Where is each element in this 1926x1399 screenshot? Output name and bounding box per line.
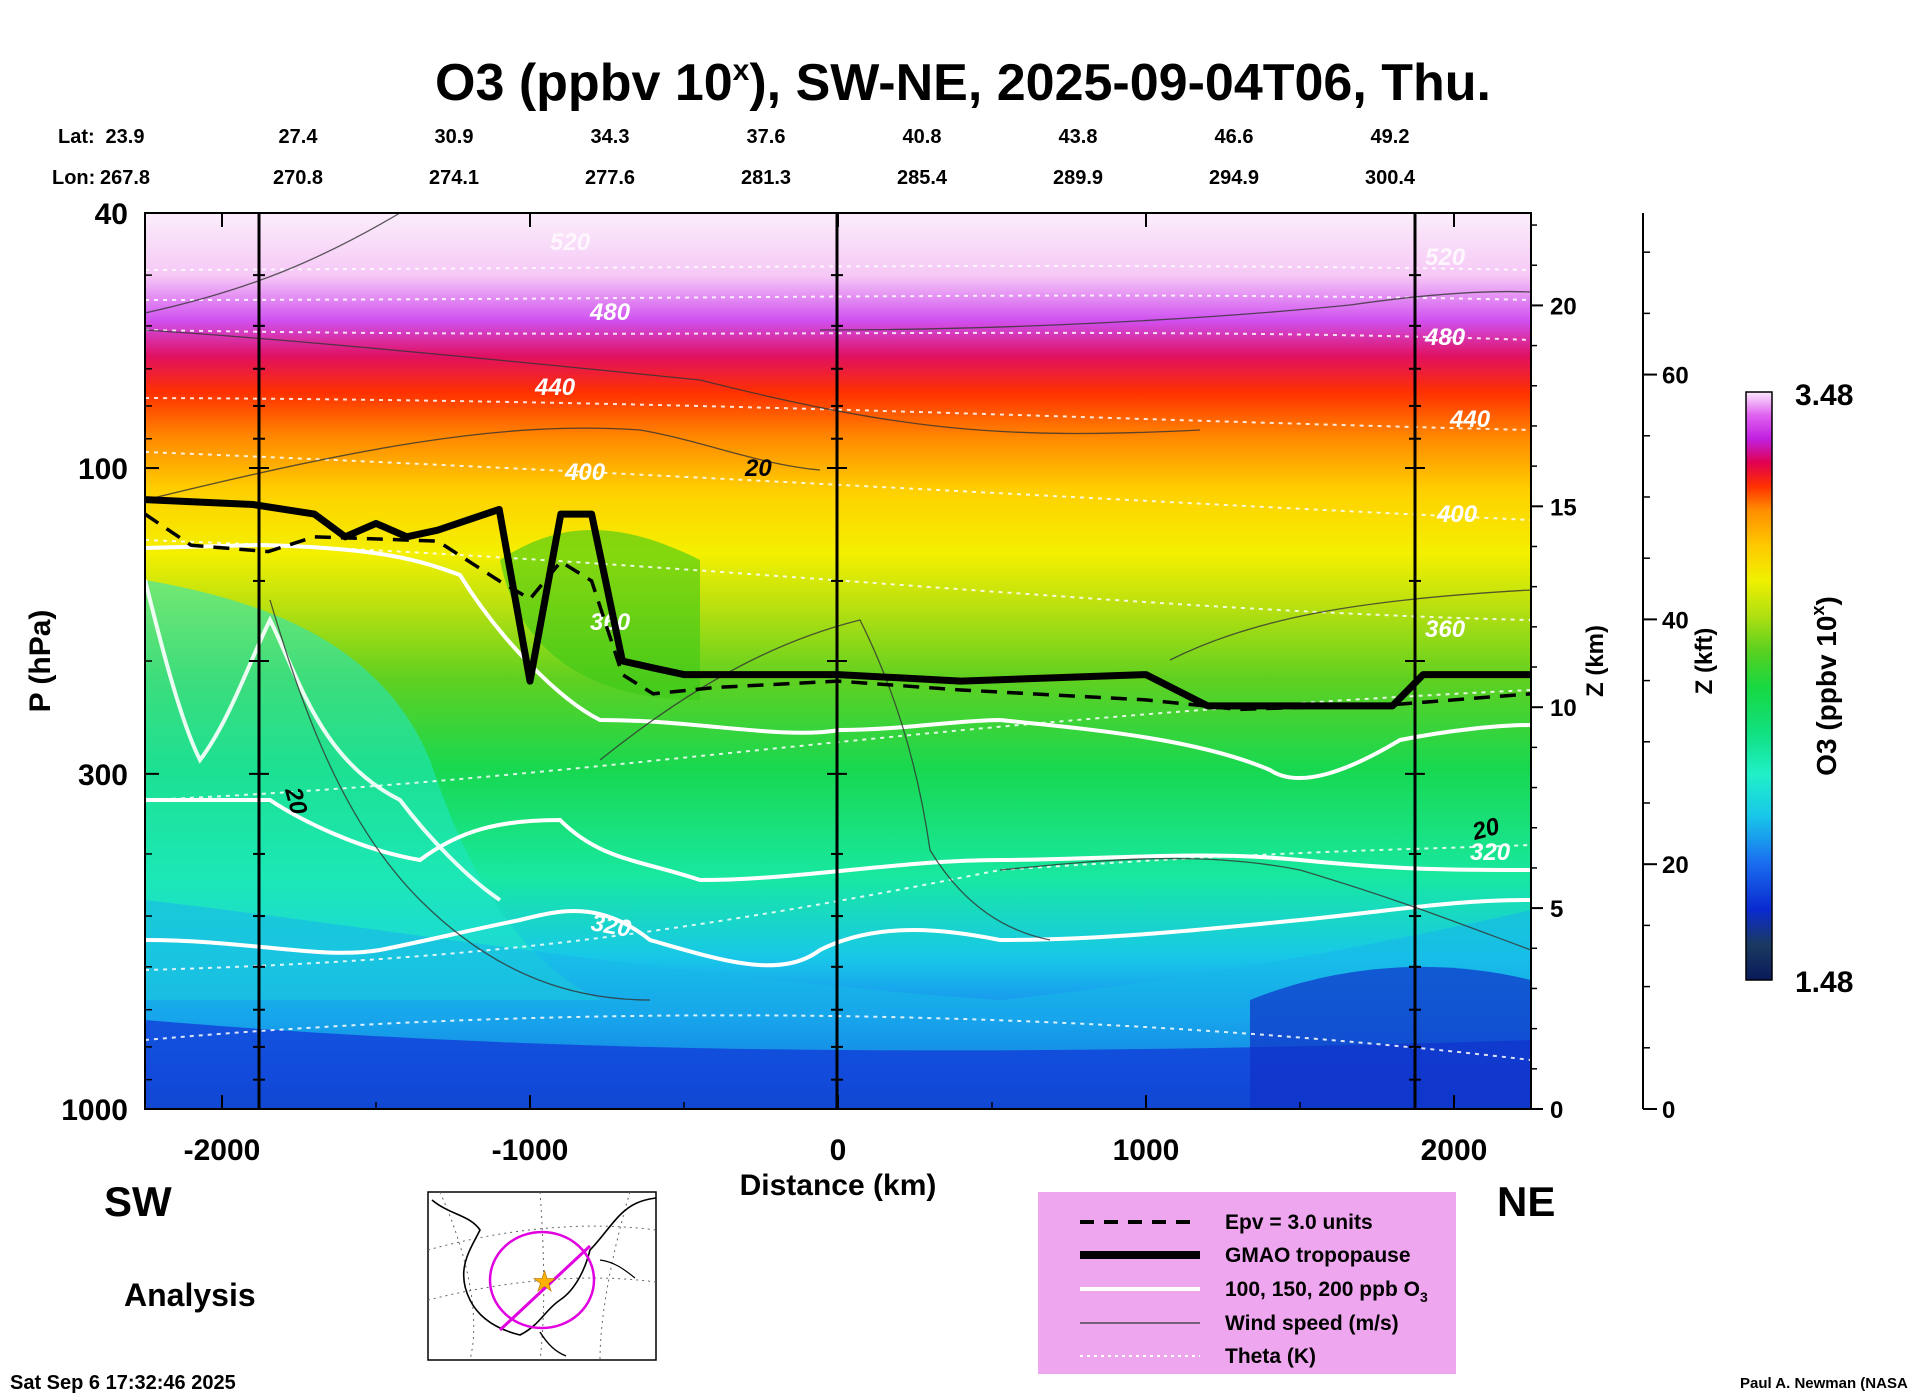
x-tick-label: 2000 [1421, 1134, 1488, 1167]
lon-value: 281.3 [741, 167, 791, 189]
z-km-axis: 0 5 10 15 20 [1530, 213, 1577, 1124]
svg-text:320: 320 [1470, 839, 1511, 866]
credit: Paul A. Newman (NASA [1740, 1375, 1908, 1392]
lat-value: 40.8 [903, 126, 942, 148]
svg-text:360: 360 [1425, 616, 1466, 643]
lat-value: 43.8 [1059, 126, 1098, 148]
legend-o3-contours: 100, 150, 200 ppb O3 [1225, 1278, 1428, 1305]
z-kft-axis: 0 20 40 60 [1642, 213, 1689, 1124]
chart-title: O3 (ppbv 10x), SW-NE, 2025-09-04T06, Thu… [435, 54, 1491, 112]
y-tick-label: 40 [95, 198, 128, 231]
x-tick-label: -2000 [184, 1134, 261, 1167]
svg-text:520: 520 [550, 229, 591, 256]
lon-value: 277.6 [585, 167, 635, 189]
contour-overlays [145, 213, 1531, 1061]
z-km-tick-label: 20 [1550, 293, 1577, 320]
z-kft-label: Z (kft) [1691, 628, 1718, 695]
y-tick-label: 100 [78, 453, 128, 486]
legend-wind: Wind speed (m/s) [1225, 1312, 1399, 1335]
lon-value: 285.4 [897, 167, 948, 189]
epv-line [145, 512, 1531, 712]
z-kft-tick-label: 60 [1662, 363, 1689, 390]
svg-text:440: 440 [1449, 406, 1491, 433]
svg-text:440: 440 [534, 374, 576, 401]
lat-row-label: Lat: [58, 126, 95, 148]
z-km-label: Z (km) [1582, 625, 1609, 697]
gmao-tropopause-line [145, 496, 1531, 710]
y-tick-label: 1000 [61, 1094, 128, 1127]
x-tick-label: 0 [830, 1134, 847, 1167]
y-tick-label: 300 [78, 759, 128, 792]
svg-text:480: 480 [1424, 324, 1466, 351]
legend-tropopause: GMAO tropopause [1225, 1244, 1411, 1267]
lon-value: 289.9 [1053, 167, 1103, 189]
theta-labels: 520 480 440 400 360 320 520 480 440 400 … [534, 229, 1511, 943]
x-tick-label: 1000 [1113, 1134, 1180, 1167]
lat-value: 27.4 [279, 126, 319, 148]
colorbar-max: 3.48 [1795, 379, 1853, 412]
svg-text:520: 520 [1425, 244, 1466, 271]
x-axis: -2000 -1000 0 1000 2000 [184, 213, 1488, 1167]
z-kft-tick-label: 20 [1662, 852, 1689, 879]
lon-value: 267.8 [100, 167, 150, 189]
lat-value: 34.3 [591, 126, 630, 148]
lon-row-label: Lon: [52, 167, 95, 189]
z-km-tick-label: 10 [1550, 695, 1577, 722]
lon-value: 270.8 [273, 167, 323, 189]
reference-ticks [249, 274, 1425, 1081]
z-km-tick-label: 0 [1550, 1097, 1563, 1124]
analysis-label: Analysis [124, 1277, 256, 1313]
legend-theta: Theta (K) [1225, 1345, 1316, 1368]
z-km-tick-label: 15 [1550, 494, 1577, 521]
legend: Epv = 3.0 units GMAO tropopause 100, 150… [1038, 1192, 1456, 1374]
lon-value: 300.4 [1365, 167, 1416, 189]
lat-lon-row: 23.9 27.4 30.9 34.3 37.6 40.8 43.8 46.6 49.2 267.… [100, 126, 1416, 189]
timestamp: Sat Sep 6 17:32:46 2025 [10, 1372, 236, 1394]
svg-text:400: 400 [564, 459, 606, 486]
z-kft-tick-label: 0 [1662, 1097, 1675, 1124]
y-axis: 40 100 300 1000 [61, 198, 159, 1127]
sw-label: SW [104, 1178, 172, 1225]
z-km-tick-label: 5 [1550, 896, 1563, 923]
svg-text:400: 400 [1436, 501, 1478, 528]
svg-text:480: 480 [589, 299, 631, 326]
legend-epv: Epv = 3.0 units [1225, 1211, 1373, 1234]
x-axis-label: Distance (km) [740, 1169, 937, 1202]
colorbar-label: O3 (ppbv 10x) [1808, 596, 1842, 776]
colorbar-min: 1.48 [1795, 966, 1853, 999]
x-tick-label: -1000 [492, 1134, 569, 1167]
lat-value: 30.9 [435, 126, 474, 148]
y-axis-label: P (hPa) [24, 610, 57, 713]
tropopause-lines [145, 496, 1531, 712]
colorbar [1745, 391, 1773, 981]
svg-text:★: ★ [532, 1266, 557, 1297]
ne-label: NE [1497, 1178, 1555, 1225]
lon-value: 294.9 [1209, 167, 1259, 189]
lat-value: 46.6 [1215, 126, 1254, 148]
lat-value: 23.9 [106, 126, 145, 148]
inset-map: ★ [427, 1191, 657, 1361]
lon-value: 274.1 [429, 167, 479, 189]
lat-value: 49.2 [1371, 126, 1410, 148]
svg-text:20: 20 [744, 455, 772, 482]
lat-value: 37.6 [747, 126, 786, 148]
z-kft-tick-label: 40 [1662, 607, 1689, 634]
